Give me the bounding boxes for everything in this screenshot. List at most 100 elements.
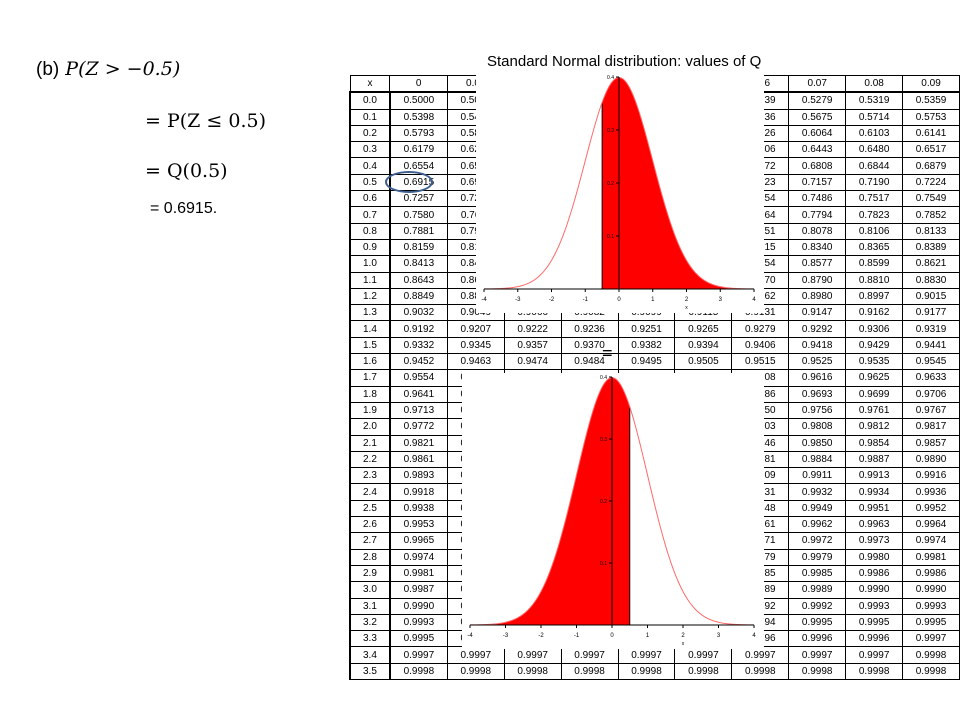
table-cell: 0.7549 bbox=[902, 190, 960, 208]
table-cell: 0.9345 bbox=[446, 336, 505, 355]
row-label-cell: 1.9 bbox=[349, 401, 391, 420]
table-cell: 0.9394 bbox=[674, 336, 733, 355]
table-cell: 0.9998 bbox=[731, 662, 790, 680]
table-cell: 0.7852 bbox=[902, 206, 960, 224]
table-cell: 0.9251 bbox=[617, 320, 676, 338]
x-tick-label: 2 bbox=[681, 633, 685, 639]
row-label-cell: 3.3 bbox=[349, 630, 391, 648]
row-label-cell: 2.2 bbox=[349, 450, 391, 469]
table-cell: 0.9997 bbox=[560, 646, 619, 664]
table-row: 1.4 0.9192 0.9207 0.9222 0.9236 0.9251 0.9265 0… bbox=[349, 320, 960, 338]
table-cell: 0.9916 bbox=[902, 467, 960, 485]
table-cell: 0.7224 bbox=[902, 173, 960, 192]
table-cell: 0.9995 bbox=[788, 613, 847, 632]
row-label-cell: 3.2 bbox=[349, 613, 391, 632]
table-cell: 0.9706 bbox=[902, 385, 960, 403]
table-cell: 0.9995 bbox=[389, 630, 448, 648]
table-cell: 0.8830 bbox=[902, 271, 960, 289]
row-label-cell: 0.8 bbox=[349, 222, 391, 240]
row-label-cell: 0.7 bbox=[349, 206, 391, 224]
table-cell: 0.9452 bbox=[389, 353, 448, 371]
table-cell: 0.9441 bbox=[902, 336, 960, 355]
row-label-cell: 0.9 bbox=[349, 238, 391, 257]
table-cell: 0.8365 bbox=[845, 238, 904, 257]
table-cell: 0.8389 bbox=[902, 238, 960, 257]
row-label-cell: 2.7 bbox=[349, 532, 391, 550]
table-cell: 0.9505 bbox=[674, 353, 733, 371]
table-cell: 0.9279 bbox=[731, 320, 790, 338]
table-cell: 0.8159 bbox=[389, 238, 448, 257]
row-label-cell: 0.5 bbox=[349, 173, 391, 192]
y-tick-label: 0.2 bbox=[607, 181, 614, 187]
table-cell: 0.9997 bbox=[731, 646, 790, 664]
table-cell: 0.9857 bbox=[902, 434, 960, 452]
y-tick-label: 0.4 bbox=[607, 75, 614, 81]
table-cell: 0.5714 bbox=[845, 108, 904, 126]
table-cell: 0.6844 bbox=[845, 157, 904, 175]
table-cell: 0.9996 bbox=[788, 630, 847, 648]
row-label-cell: 3.1 bbox=[349, 597, 391, 615]
table-cell: 0.9974 bbox=[389, 548, 448, 566]
x-tick-label: 0 bbox=[610, 633, 614, 639]
table-cell: 0.9972 bbox=[788, 532, 847, 550]
table-cell: 0.5359 bbox=[902, 91, 960, 110]
table-cell: 0.9997 bbox=[902, 630, 960, 648]
table-cell: 0.9032 bbox=[389, 304, 448, 322]
table-cell: 0.9973 bbox=[845, 532, 904, 550]
table-cell: 0.8599 bbox=[845, 255, 904, 273]
table-cell: 0.9993 bbox=[845, 597, 904, 615]
table-cell: 0.6064 bbox=[788, 124, 847, 143]
row-label-cell: 0.4 bbox=[349, 157, 391, 175]
table-cell: 0.9357 bbox=[503, 336, 562, 355]
table-cell: 0.6808 bbox=[788, 157, 847, 175]
highlight-circle bbox=[385, 171, 433, 193]
table-cell: 0.5753 bbox=[902, 108, 960, 126]
table-cell: 0.8133 bbox=[902, 222, 960, 240]
x-tick-label: 4 bbox=[752, 633, 756, 639]
problem-label: (b) bbox=[36, 59, 60, 80]
table-cell: 0.9938 bbox=[389, 499, 448, 518]
shaded-area bbox=[470, 377, 630, 625]
table-cell: 0.9997 bbox=[788, 646, 847, 664]
table-row: 1.5 0.9332 0.9345 0.9357 0.9370 0.9382 0.9394 0… bbox=[349, 336, 960, 355]
table-cell: 0.9884 bbox=[788, 450, 847, 469]
table-cell: 0.9993 bbox=[902, 597, 960, 615]
row-label-cell: 1.1 bbox=[349, 271, 391, 289]
table-cell: 0.9962 bbox=[788, 516, 847, 534]
x-tick-label: -2 bbox=[549, 297, 555, 303]
table-cell: 0.9998 bbox=[902, 662, 960, 680]
y-tick-label: 0.1 bbox=[600, 561, 607, 567]
table-cell: 0.9890 bbox=[902, 450, 960, 469]
x-tick-label: -2 bbox=[538, 633, 544, 639]
q-function-expression: = Q(0.5) bbox=[145, 160, 228, 182]
table-cell: 0.9998 bbox=[902, 646, 960, 664]
table-cell: 0.9949 bbox=[788, 499, 847, 518]
table-cell: 0.9015 bbox=[902, 287, 960, 306]
table-cell: 0.9382 bbox=[617, 336, 676, 355]
table-cell: 0.9990 bbox=[845, 581, 904, 599]
table-cell: 0.9998 bbox=[674, 662, 733, 680]
x-tick-label: -3 bbox=[515, 297, 521, 303]
table-cell: 0.9913 bbox=[845, 467, 904, 485]
row-label-cell: 0.0 bbox=[349, 91, 391, 110]
column-header: 0.08 bbox=[845, 75, 904, 94]
row-label-cell: 1.0 bbox=[349, 255, 391, 273]
table-cell: 0.9998 bbox=[446, 662, 505, 680]
bottom-normal-plot: -4 -3 -2 -1 0 1 2 3 4 0.1 0.2 0.3 0.4 x bbox=[467, 375, 756, 647]
table-cell: 0.8980 bbox=[788, 287, 847, 306]
row-label-cell: 0.3 bbox=[349, 141, 391, 159]
table-cell: 0.9932 bbox=[788, 483, 847, 501]
table-cell: 0.9893 bbox=[389, 467, 448, 485]
row-label-cell: 3.5 bbox=[349, 662, 391, 680]
row-label-cell: 2.6 bbox=[349, 516, 391, 534]
x-tick-label: -4 bbox=[467, 633, 473, 639]
table-cell: 0.6141 bbox=[902, 124, 960, 143]
table-cell: 0.9911 bbox=[788, 467, 847, 485]
table-cell: 0.9997 bbox=[617, 646, 676, 664]
table-cell: 0.9997 bbox=[503, 646, 562, 664]
column-header: 0.07 bbox=[788, 75, 847, 94]
table-cell: 0.9990 bbox=[902, 581, 960, 599]
table-cell: 0.8643 bbox=[389, 271, 448, 289]
table-cell: 0.9306 bbox=[845, 320, 904, 338]
x-tick-label: 0 bbox=[617, 297, 621, 303]
